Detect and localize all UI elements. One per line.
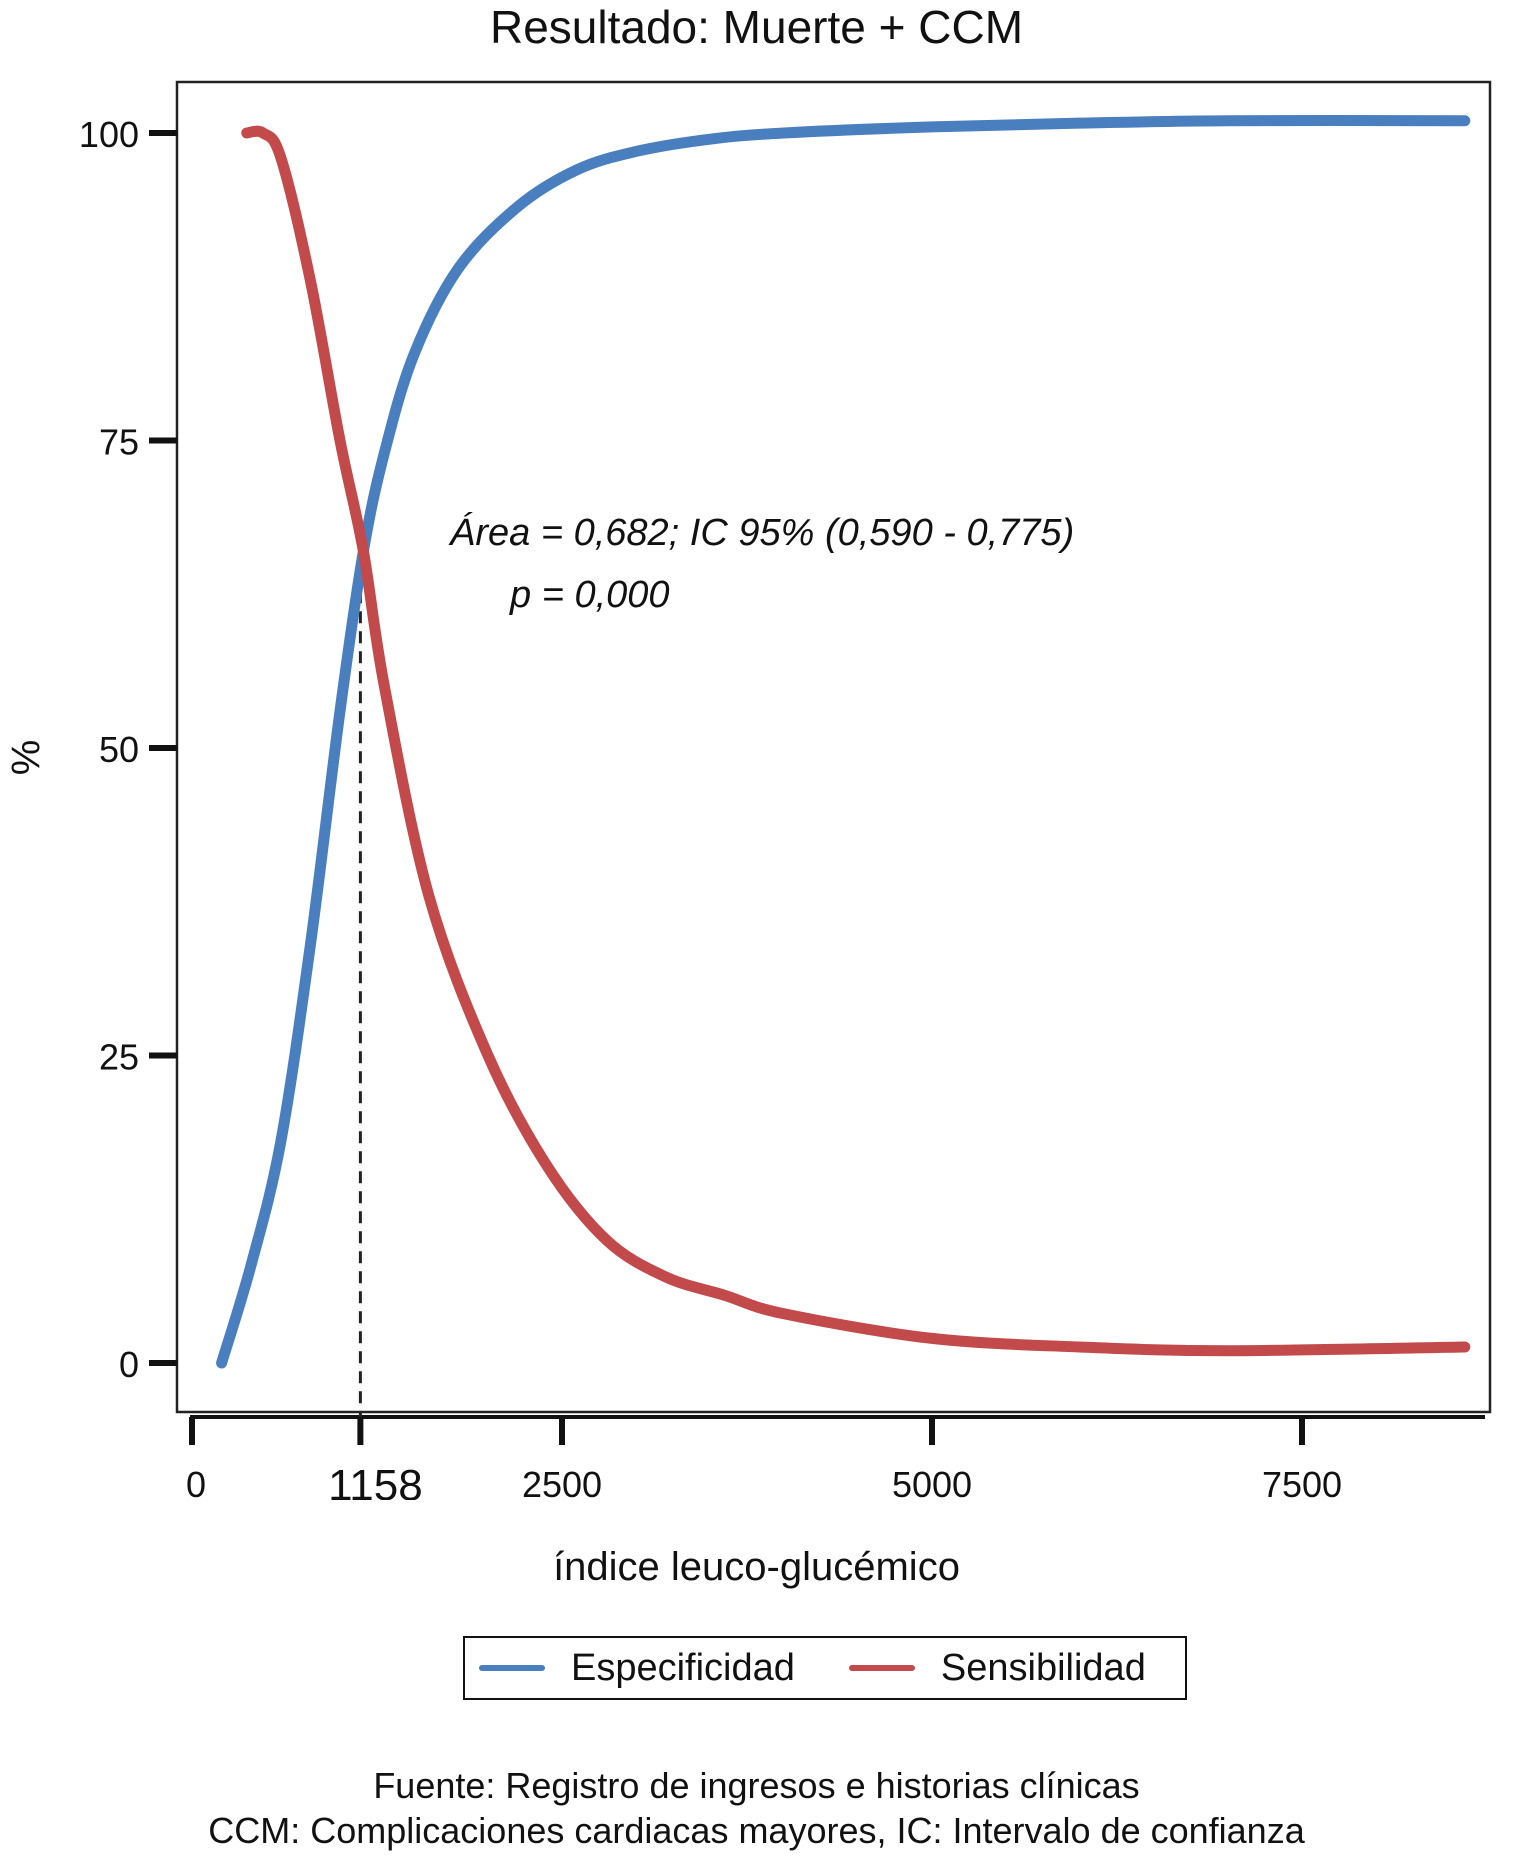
footer-abbreviations: CCM: Complicaciones cardiacas mayores, I… (208, 1810, 1305, 1851)
y-tick-label: 50 (99, 729, 139, 770)
legend-label-especificidad: Especificidad (571, 1646, 795, 1689)
y-tick-label: 75 (99, 422, 139, 463)
p-value-annotation: p = 0,000 (510, 574, 670, 616)
footer-source: Fuente: Registro de ingresos e historias… (373, 1765, 1140, 1806)
x-tick-label: 0 (186, 1464, 206, 1500)
legend-item-sensibilidad: Sensibilidad (835, 1647, 1146, 1690)
y-axis-label: % (4, 739, 49, 776)
legend-swatch-especificidad (479, 1665, 545, 1671)
chart-title: Resultado: Muerte + CCM (489, 1, 1024, 53)
x-tick-label: 5000 (892, 1464, 972, 1500)
legend-item-especificidad: Especificidad (465, 1647, 795, 1690)
x-axis-label: índice leuco-glucémico (553, 1545, 960, 1589)
legend-label-sensibilidad: Sensibilidad (940, 1646, 1146, 1689)
x-tick-label: 2500 (522, 1464, 602, 1500)
y-tick-label: 100 (79, 114, 139, 155)
legend-swatch-sensibilidad (848, 1665, 915, 1671)
chart-canvas: 0 25 50 75 100 0 2500 5000 7500 1158 (79, 80, 1492, 1500)
plot-frame (175, 80, 1492, 1414)
cutoff-label: 1158 (328, 1461, 423, 1500)
series-line-especificidad (216, 115, 1471, 1369)
y-tick-label: 0 (119, 1344, 139, 1385)
y-tick-label: 25 (99, 1037, 139, 1078)
x-tick-label: 7500 (1262, 1464, 1342, 1500)
auc-annotation: Área = 0,682; IC 95% (0,590 - 0,775) (450, 512, 1075, 554)
legend: Especificidad Sensibilidad (463, 1636, 1187, 1700)
series-line-sensibilidad (241, 125, 1471, 1357)
